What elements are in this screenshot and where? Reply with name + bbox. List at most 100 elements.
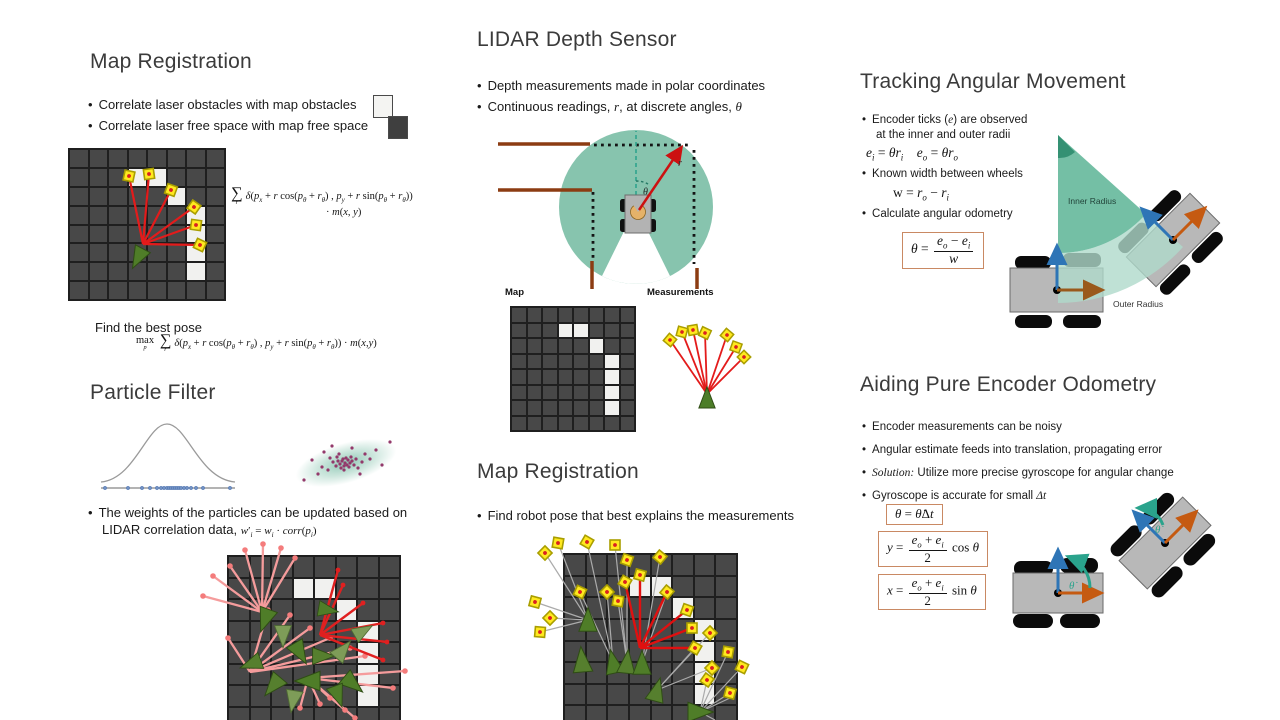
map-grid	[510, 306, 636, 432]
free-cell	[565, 706, 585, 720]
low-weight-rays	[202, 543, 406, 719]
free-cell	[620, 354, 634, 368]
free-cell	[250, 557, 270, 577]
bullet-icon: •	[88, 97, 93, 112]
turned-pose-axes	[1139, 205, 1208, 244]
free-cell	[558, 401, 572, 415]
x-translation-formula: x = eo + ei 2 sin θ	[878, 574, 986, 611]
robot-start-pose: θ̇	[1012, 546, 1105, 628]
free-cell	[229, 578, 249, 598]
obstacle-cell	[605, 370, 619, 384]
free-cell	[694, 555, 715, 575]
free-cell	[70, 187, 88, 205]
free-cell	[512, 323, 526, 337]
free-cell	[589, 354, 603, 368]
range-ray-arrow	[637, 144, 684, 211]
free-cell	[206, 225, 224, 243]
free-cell	[148, 263, 166, 281]
free-cell	[527, 385, 541, 399]
free-cell	[379, 664, 399, 684]
obstacle-cell	[336, 600, 356, 620]
free-cell	[589, 323, 603, 337]
free-cell	[128, 282, 146, 299]
free-cell	[558, 370, 572, 384]
free-cell	[229, 621, 249, 641]
free-cell	[574, 385, 588, 399]
free-cell	[574, 339, 588, 353]
free-cell	[167, 150, 185, 167]
free-cell	[608, 706, 628, 720]
free-cell	[512, 308, 526, 322]
find-pose-label: Find the best pose	[95, 320, 202, 335]
free-cell	[70, 168, 88, 186]
free-cell	[128, 150, 146, 167]
list-item: • Encoder ticks (e) are observed	[862, 114, 1028, 126]
free-cell	[272, 707, 292, 720]
free-cell	[512, 401, 526, 415]
free-cell	[620, 323, 634, 337]
free-cell	[148, 150, 166, 167]
free-cell	[574, 416, 588, 430]
page-title: Aiding Pure Encoder Odometry	[860, 373, 1157, 396]
free-cell	[629, 684, 650, 705]
obstacle-cell	[605, 385, 619, 399]
free-cell	[206, 187, 224, 205]
free-cell	[358, 707, 378, 720]
page-title: Map Registration	[90, 50, 252, 73]
map-label: Map	[505, 287, 524, 298]
list-item-continuation: at the inner and outer radii	[876, 129, 1011, 141]
particle-dots	[302, 440, 392, 482]
free-cell	[558, 354, 572, 368]
free-cell	[527, 308, 541, 322]
free-cell	[379, 686, 399, 706]
theta-label: θ	[643, 187, 648, 198]
list-item: • Known width between wheels	[862, 168, 1023, 180]
bullet-icon: •	[88, 505, 93, 520]
start-pose-axes	[1046, 242, 1106, 301]
laser-hit-marker	[122, 169, 136, 183]
free-cell	[586, 684, 607, 705]
free-cell	[358, 557, 378, 577]
free-cell	[673, 684, 693, 705]
free-cell	[527, 370, 541, 384]
free-cell	[716, 576, 736, 597]
free-cell	[167, 168, 185, 186]
bullet-icon: •	[477, 508, 482, 523]
free-cell	[629, 706, 650, 720]
particle-cloud-figure	[295, 439, 397, 487]
free-cell	[589, 416, 603, 430]
free-cell	[716, 555, 736, 575]
free-cell	[558, 308, 572, 322]
free-cell	[589, 370, 603, 384]
free-cell	[109, 150, 127, 167]
free-cell	[543, 308, 557, 322]
free-cell	[589, 308, 603, 322]
free-cell	[293, 557, 313, 577]
list-item: • Find robot pose that best explains the …	[477, 508, 794, 523]
free-cell	[586, 555, 607, 575]
free-cell	[673, 576, 693, 597]
free-cell	[716, 706, 736, 720]
free-cell	[167, 282, 185, 299]
free-cell	[694, 576, 715, 597]
free-cell	[70, 206, 88, 224]
free-cell	[651, 641, 672, 662]
bullet-icon: •	[862, 444, 867, 456]
registration-overlay	[528, 534, 750, 720]
free-cell	[574, 370, 588, 384]
theta-dot-arc	[1064, 553, 1092, 589]
free-cell	[651, 663, 672, 683]
list-item: • The weights of the particles can be upd…	[88, 505, 408, 520]
robot-turned-pose	[1110, 492, 1216, 598]
free-cell	[272, 578, 292, 598]
free-cell	[89, 150, 107, 167]
obstacle-cell	[605, 401, 619, 415]
free-cell	[379, 621, 399, 641]
free-cell	[167, 263, 185, 281]
outer-radius-label: Outer Radius	[1113, 299, 1163, 309]
free-cell	[187, 168, 205, 186]
encoder-ticks-formula: ei = θri eo = θro	[866, 145, 958, 163]
list-item: • Solution: Utilize more precise gyroscop…	[862, 467, 1174, 479]
free-cell	[148, 244, 166, 262]
